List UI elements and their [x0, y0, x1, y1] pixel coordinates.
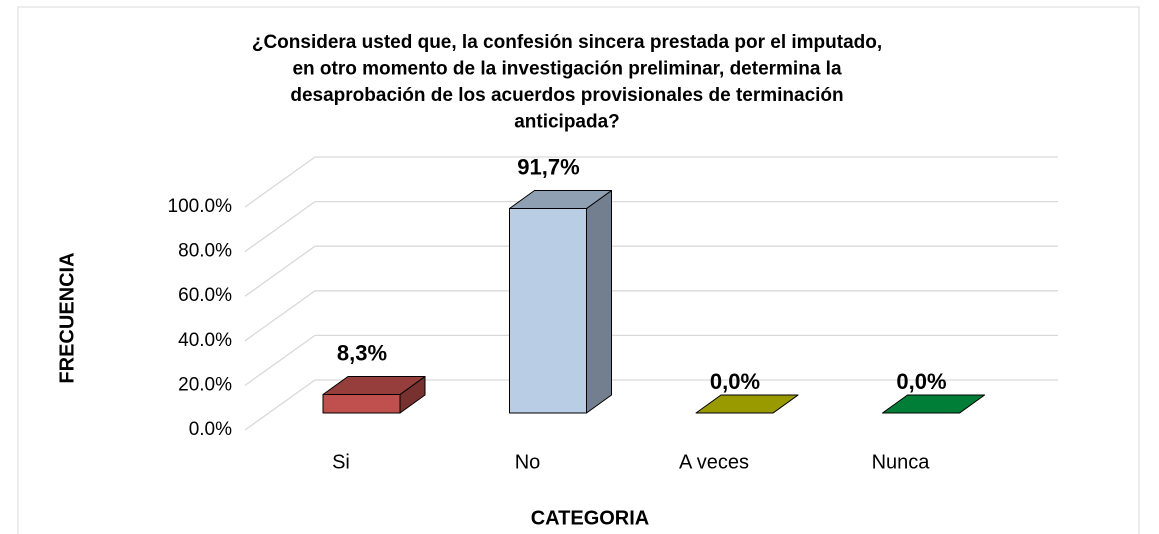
- y-tick-label: 60.0%: [178, 285, 232, 306]
- y-axis-title: FRECUENCIA: [56, 252, 78, 383]
- chart-title: anticipada?: [514, 112, 620, 133]
- bar: [322, 393, 401, 414]
- bar-side: [586, 190, 612, 414]
- grid-line: [244, 200, 1058, 253]
- y-tick-label: 20.0%: [178, 374, 232, 395]
- x-tick-label: A veces: [679, 451, 749, 473]
- value-label: 8,3%: [337, 340, 387, 365]
- value-label: 91,7%: [517, 154, 579, 179]
- grid-line: [244, 290, 1058, 342]
- y-tick-label: 100.0%: [168, 196, 233, 217]
- grid-line: [244, 334, 1058, 386]
- grid-line: [244, 156, 1058, 208]
- value-label: 0,0%: [710, 369, 760, 394]
- chart-title: desaprobación de los acuerdos provisiona…: [290, 85, 843, 106]
- y-tick-label: 0.0%: [189, 419, 232, 440]
- grid-line: [244, 245, 1058, 297]
- y-tick-label: 80.0%: [178, 241, 232, 262]
- grid-line: [244, 379, 1058, 431]
- x-axis-title: CATEGORIA: [531, 507, 650, 529]
- x-tick-label: No: [515, 451, 541, 473]
- value-label: 0,0%: [896, 369, 946, 394]
- y-tick-label: 40.0%: [178, 330, 232, 351]
- x-tick-label: Si: [332, 451, 350, 473]
- bar: [509, 208, 587, 414]
- bar-top: [695, 394, 799, 414]
- bar-top: [882, 394, 985, 414]
- x-tick-label: Nunca: [872, 451, 931, 473]
- chart-title: en otro momento de la investigación prel…: [292, 59, 841, 80]
- chart-title: ¿Considera usted que, la confesión since…: [252, 32, 882, 53]
